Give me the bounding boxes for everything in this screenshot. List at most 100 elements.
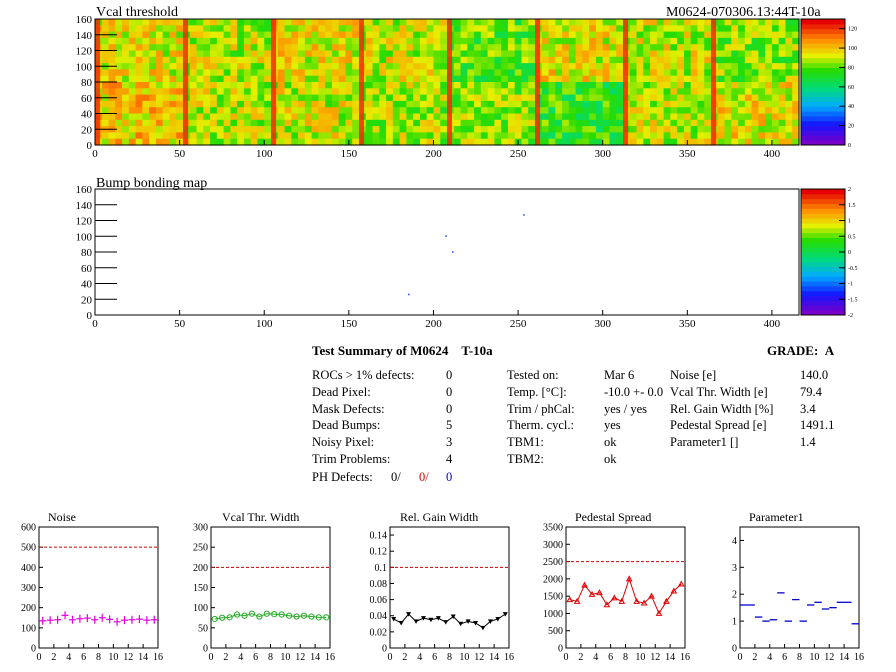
- heatmap-cell: [609, 113, 617, 121]
- heatmap-cell: [386, 94, 394, 102]
- data-point: [450, 614, 456, 620]
- heatmap-cell: [338, 75, 347, 83]
- heatmap-cell: [392, 94, 401, 102]
- heatmap-cell: [609, 107, 617, 115]
- heatmap-cell: [325, 37, 333, 45]
- heatmap-cell: [176, 44, 184, 52]
- heatmap-cell: [162, 50, 171, 58]
- heatmap-cell: [751, 107, 759, 115]
- summary-param-label: Parameter1 []: [670, 435, 739, 450]
- summary-test-label: TBM1:: [507, 435, 544, 450]
- heatmap-cell: [365, 100, 374, 108]
- heatmap-cell: [609, 44, 617, 52]
- heatmap-cell: [494, 138, 502, 146]
- heatmap-cell: [250, 132, 259, 140]
- heatmap-cell: [528, 82, 536, 89]
- y-tick-label: 120: [76, 216, 93, 228]
- colorbar-band: [801, 96, 845, 102]
- heatmap-cell: [460, 126, 468, 133]
- heatmap-cell: [338, 119, 347, 127]
- heatmap-cell: [792, 31, 800, 39]
- heatmap-cell: [643, 25, 651, 33]
- heatmap-cell: [406, 126, 414, 133]
- heatmap-cell: [663, 31, 671, 39]
- heatmap-cell: [115, 119, 123, 127]
- heatmap-cell: [298, 88, 306, 96]
- colorbar-tick-label: 0: [848, 250, 851, 256]
- heatmap-cell: [243, 132, 252, 140]
- heatmap-cell: [419, 119, 428, 127]
- chart-frame: [38, 526, 159, 649]
- heatmap-cell: [419, 31, 428, 39]
- heatmap-cell: [135, 19, 143, 26]
- heatmap-cell: [237, 88, 245, 96]
- heatmap-cell: [331, 56, 340, 64]
- heatmap-cell: [568, 69, 577, 77]
- heatmap-cell: [264, 132, 272, 140]
- heatmap-cell: [406, 19, 414, 26]
- heatmap-cell: [562, 56, 570, 64]
- heatmap-cell: [298, 31, 306, 39]
- heatmap-cell: [237, 31, 245, 39]
- heatmap-cell: [690, 113, 699, 121]
- plot-frame: [94, 188, 800, 316]
- heatmap-cell: [433, 126, 441, 133]
- heatmap-cell: [413, 50, 421, 58]
- heatmap-cell: [650, 119, 658, 127]
- heatmap-cell: [690, 75, 699, 83]
- heatmap-cell: [501, 56, 509, 64]
- heatmap-cell: [474, 113, 482, 121]
- heatmap-cell: [453, 50, 462, 58]
- heatmap-cell: [318, 94, 326, 102]
- heatmap-cell: [792, 113, 800, 121]
- y-tick-label: 0.02: [370, 627, 388, 638]
- heatmap-cell: [162, 107, 171, 115]
- heatmap-cell: [494, 100, 502, 108]
- heatmap-cell: [738, 69, 746, 77]
- data-point: [428, 617, 434, 623]
- heatmap-cell: [474, 50, 482, 58]
- heatmap-cell: [663, 126, 671, 133]
- heatmap-cell: [203, 100, 211, 108]
- heatmap-cell: [392, 82, 401, 89]
- heatmap-cell: [311, 100, 319, 108]
- heatmap-cell: [406, 50, 414, 58]
- heatmap-cell: [311, 82, 319, 89]
- heatmap-cell: [264, 31, 272, 39]
- data-point: [278, 611, 285, 618]
- heatmap-cell: [697, 63, 705, 70]
- heatmap-cell: [704, 88, 712, 96]
- x-tick-label: 4: [417, 652, 422, 663]
- heatmap-cell: [616, 25, 624, 33]
- heatmap-cell: [189, 126, 198, 133]
- heatmap-cell: [338, 37, 347, 45]
- heatmap-cell: [345, 31, 353, 39]
- heatmap-cell: [717, 31, 726, 39]
- heatmap-cell: [758, 100, 766, 108]
- heatmap-cell: [304, 56, 313, 64]
- heatmap-cell: [609, 75, 617, 83]
- x-tick-label: 12: [474, 652, 484, 663]
- heatmap-cell: [616, 56, 624, 64]
- heatmap-cell: [595, 82, 604, 89]
- heatmap-cell: [223, 75, 231, 83]
- heatmap-cell: [291, 44, 299, 52]
- heatmap-cell: [758, 37, 766, 45]
- heatmap-cell: [487, 63, 495, 70]
- heatmap-cell: [683, 75, 692, 83]
- heatmap-cell: [460, 100, 468, 108]
- heatmap-cell: [331, 88, 340, 96]
- heatmap-cell: [135, 132, 143, 140]
- y-tick-label: 120: [76, 46, 93, 58]
- heatmap-cell: [311, 44, 319, 52]
- x-tick-label: 16: [680, 652, 690, 663]
- heatmap-cell: [595, 100, 604, 108]
- heatmap-cell: [406, 37, 414, 45]
- heatmap-cell: [521, 126, 529, 133]
- summary-defect-label: Noisy Pixel:: [312, 435, 375, 450]
- heatmap-cell: [325, 75, 333, 83]
- heatmap-cell: [243, 44, 252, 52]
- heatmap-cell: [338, 44, 347, 52]
- heatmap-cell: [284, 113, 292, 121]
- y-tick-label: 0: [87, 140, 93, 152]
